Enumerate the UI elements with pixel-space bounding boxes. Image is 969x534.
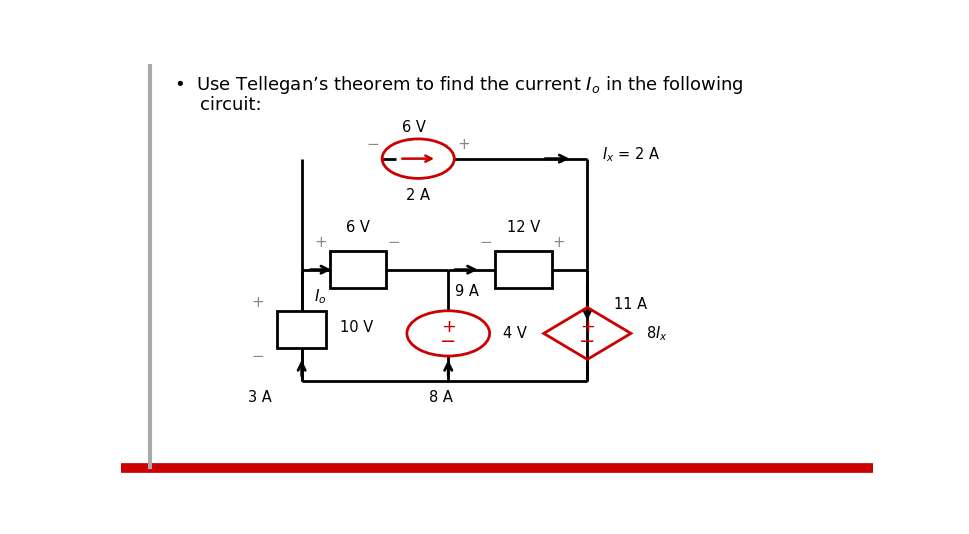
Text: 3: 3 (297, 322, 306, 337)
Text: 3 A: 3 A (248, 390, 271, 405)
Text: 9 A: 9 A (454, 284, 479, 299)
Text: 4 V: 4 V (503, 326, 526, 341)
Text: circuit:: circuit: (200, 96, 262, 114)
Text: −: − (251, 349, 264, 364)
Text: 11 A: 11 A (613, 297, 646, 312)
Text: 8 A: 8 A (428, 390, 453, 405)
Text: +: + (251, 295, 264, 310)
Text: −: − (578, 332, 595, 351)
Text: −: − (440, 332, 456, 351)
Text: +: + (314, 234, 327, 249)
Text: $I_x$ = 2 A: $I_x$ = 2 A (602, 145, 660, 164)
FancyBboxPatch shape (329, 251, 386, 288)
FancyBboxPatch shape (495, 251, 551, 288)
Text: 6 V: 6 V (402, 120, 426, 135)
Text: +: + (456, 137, 469, 152)
Text: 2: 2 (518, 262, 527, 277)
Text: −: − (387, 234, 400, 249)
Text: 1: 1 (353, 262, 362, 277)
FancyBboxPatch shape (277, 311, 326, 348)
Text: +: + (552, 234, 565, 249)
Text: 6 V: 6 V (346, 220, 369, 235)
Text: +: + (440, 318, 455, 336)
Text: 10 V: 10 V (339, 320, 372, 335)
Text: $I_o$: $I_o$ (314, 287, 327, 306)
Text: −: − (480, 234, 492, 249)
Text: 2 A: 2 A (406, 188, 429, 203)
Text: +: + (579, 318, 594, 336)
Text: 12 V: 12 V (506, 220, 540, 235)
Text: •  Use Tellegan’s theorem to find the current $I_o$ in the following: • Use Tellegan’s theorem to find the cur… (173, 74, 743, 96)
Text: −: − (366, 137, 379, 152)
Text: $8I_x$: $8I_x$ (645, 324, 667, 343)
